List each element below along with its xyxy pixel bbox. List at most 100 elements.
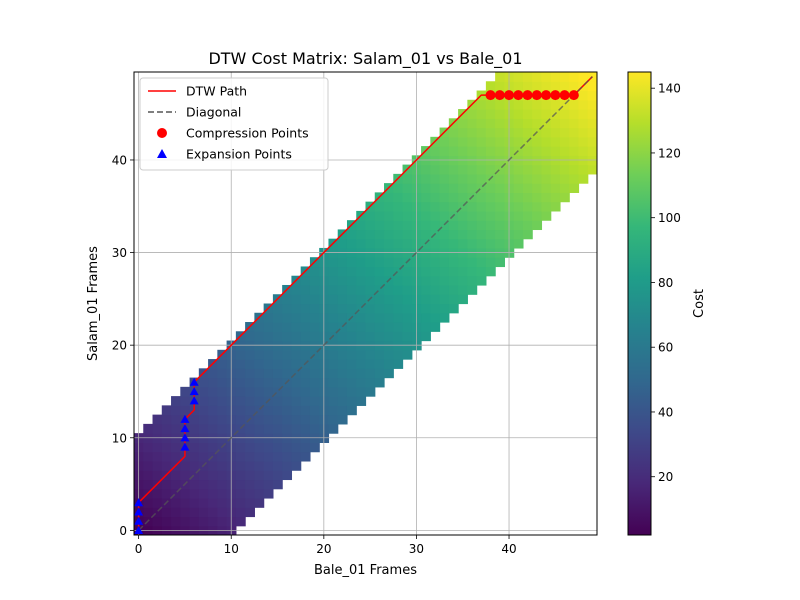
heatmap-cell (485, 257, 496, 268)
heatmap-cell (439, 146, 450, 156)
heatmap-cell (421, 201, 431, 212)
compression-point (494, 90, 505, 101)
heatmap-cell (198, 516, 209, 527)
heatmap-cell (513, 72, 524, 82)
heatmap-cell (458, 275, 468, 286)
heatmap-cell (189, 442, 200, 453)
heatmap-cell (513, 183, 524, 193)
heatmap-cell (578, 146, 589, 156)
heatmap-cell (448, 146, 459, 156)
heatmap-cell (587, 118, 597, 129)
heatmap-cell (152, 442, 163, 453)
heatmap-cell (513, 229, 524, 240)
heatmap-cell (541, 201, 552, 212)
heatmap-cell (495, 220, 505, 231)
heatmap-cell (337, 359, 348, 369)
colorbar (627, 71, 652, 536)
heatmap-cell (421, 229, 431, 240)
heatmap-cell (272, 396, 283, 406)
heatmap-cell (541, 81, 552, 92)
heatmap-cell (476, 173, 487, 184)
heatmap-cell (476, 229, 487, 240)
heatmap-cell (291, 294, 302, 305)
heatmap-cell (198, 442, 209, 453)
heatmap-cell (476, 201, 487, 212)
heatmap-cell (291, 377, 302, 388)
heatmap-cell (522, 192, 533, 203)
heatmap-cell (245, 396, 255, 406)
heatmap-cell (439, 238, 450, 249)
heatmap-cell (309, 266, 320, 277)
heatmap-cell (374, 201, 385, 212)
heatmap-cell (272, 470, 283, 481)
colorbar-tick-label: 140 (658, 82, 681, 96)
heatmap-cell (152, 507, 163, 518)
heatmap-cell (217, 516, 228, 527)
heatmap-cell (439, 312, 450, 323)
heatmap-cell (180, 405, 191, 416)
x-axis-ticks: 0 10 20 30 40 (135, 535, 517, 556)
heatmap-cell (448, 284, 459, 295)
heatmap-cell (282, 423, 293, 434)
heatmap-cell (559, 173, 570, 184)
heatmap-cell (365, 349, 376, 360)
x-tick-label: 20 (316, 542, 331, 556)
heatmap-cell (217, 460, 228, 471)
heatmap-cell (458, 220, 468, 231)
heatmap-cell (291, 303, 302, 314)
heatmap-cell (421, 210, 431, 221)
expansion-point (180, 442, 190, 451)
heatmap-cell (208, 442, 218, 453)
heatmap-cell (485, 146, 496, 156)
heatmap-cell (208, 497, 218, 508)
heatmap-cell (263, 377, 274, 388)
y-axis-label: Salam_01 Frames (86, 246, 101, 361)
heatmap-cell (467, 284, 478, 295)
heatmap-cell (245, 488, 255, 499)
heatmap-cell (513, 210, 524, 221)
expansion-point (180, 414, 190, 423)
heatmap-cell (245, 460, 255, 471)
heatmap-cell (559, 192, 570, 203)
heatmap-cell (430, 210, 441, 221)
heatmap-cell (346, 322, 357, 332)
heatmap-cell (245, 359, 255, 369)
heatmap-cell (374, 294, 385, 305)
heatmap-cell (448, 192, 459, 203)
heatmap-cell (421, 183, 431, 193)
heatmap-cell (522, 127, 533, 138)
heatmap-cell (365, 220, 376, 231)
heatmap-cell (291, 322, 302, 332)
heatmap-cell (245, 497, 255, 508)
heatmap-cell (143, 442, 154, 453)
heatmap-cell (356, 331, 367, 342)
heatmap-cell (346, 229, 357, 240)
heatmap-cell (217, 470, 228, 481)
heatmap-cell (356, 275, 367, 286)
heatmap-cell (495, 136, 505, 147)
heatmap-cell (171, 451, 181, 462)
heatmap-cell (541, 72, 552, 82)
heatmap-cell (328, 284, 339, 295)
heatmap-cell (235, 349, 246, 360)
heatmap-cell (587, 109, 597, 119)
heatmap-cell (328, 377, 339, 388)
heatmap-cell (309, 359, 320, 369)
heatmap-cell (180, 507, 191, 518)
heatmap-cell (448, 201, 459, 212)
heatmap-cell (476, 238, 487, 249)
heatmap-cell (559, 72, 570, 82)
expansion-point (134, 525, 144, 534)
heatmap-cell (309, 303, 320, 314)
heatmap-cell (272, 479, 283, 490)
heatmap-cell (272, 322, 283, 332)
heatmap-cell (346, 377, 357, 388)
heatmap-cell (208, 470, 218, 481)
heatmap-cell (458, 238, 468, 249)
heatmap-cell (550, 72, 561, 82)
heatmap-cell (356, 312, 367, 323)
heatmap-cell (300, 322, 311, 332)
heatmap-cell (198, 479, 209, 490)
heatmap-cell (485, 266, 496, 277)
heatmap-cell (393, 303, 404, 314)
